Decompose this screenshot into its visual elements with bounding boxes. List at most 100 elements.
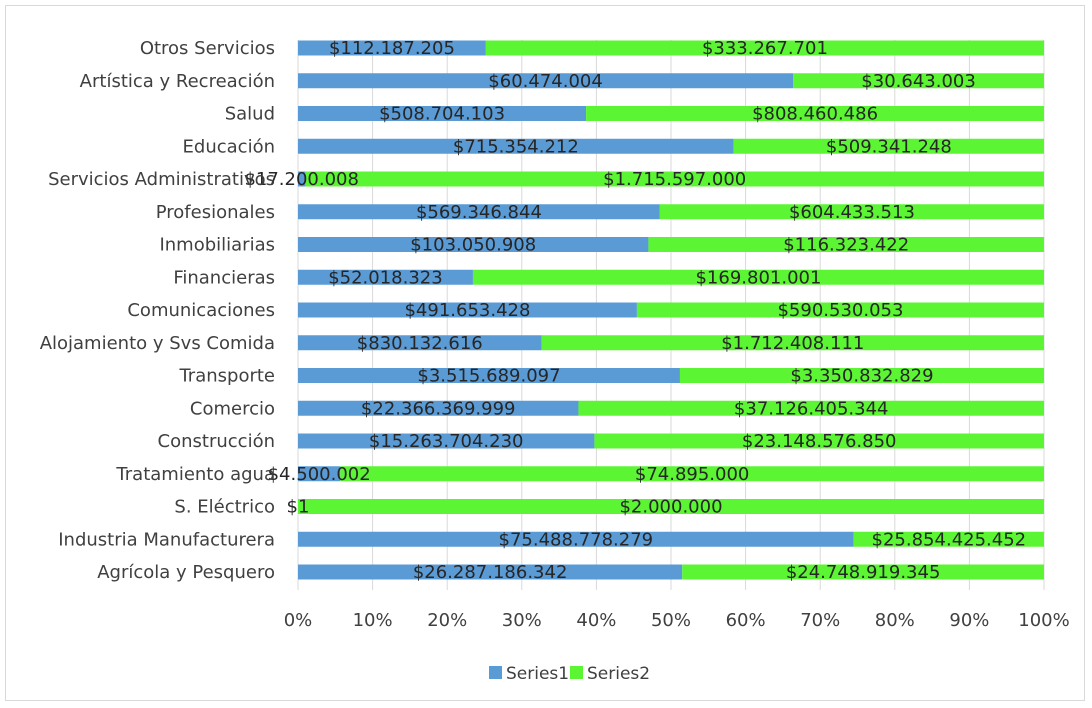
data-label-series1: $715.354.212 <box>453 136 579 157</box>
x-tick-label: 30% <box>502 610 542 631</box>
data-label-series1: $830.132.616 <box>357 333 483 354</box>
data-label-series2: $30.643.003 <box>861 71 976 92</box>
category-label: Construcción <box>158 431 275 452</box>
x-tick-label: 20% <box>427 610 467 631</box>
bar-series1[interactable] <box>298 531 854 547</box>
bars <box>298 40 1045 580</box>
value-axis-labels: 0% 10% 20% 30% 40% 50% 60% 70% 80% 90% 100% <box>284 610 1070 631</box>
bar-series1[interactable] <box>298 138 734 154</box>
category-label: Financieras <box>173 267 275 288</box>
category-label: Inmobiliarias <box>159 235 275 256</box>
data-label-series2: $1.712.408.111 <box>721 333 864 354</box>
data-label-series1: $75.488.778.279 <box>499 529 654 550</box>
x-tick-label: 80% <box>875 610 915 631</box>
x-tick-label: 90% <box>949 610 989 631</box>
category-label: S. Eléctrico <box>174 497 275 518</box>
bar-series2[interactable] <box>682 564 1044 580</box>
bar-series2[interactable] <box>541 335 1044 351</box>
bar-series1[interactable] <box>298 171 306 187</box>
legend-swatch-series1 <box>489 666 502 679</box>
bar-series2[interactable] <box>298 499 1044 514</box>
data-label-series1: $569.346.844 <box>416 202 542 223</box>
category-label: Otros Servicios <box>140 38 275 59</box>
category-label: Artística y Recreación <box>80 71 275 92</box>
data-label-series1: $17.200.008 <box>244 169 359 190</box>
category-label: Transporte <box>178 366 275 387</box>
x-tick-label: 60% <box>726 610 766 631</box>
bar-series1[interactable] <box>298 73 794 89</box>
category-label: Agrícola y Pesquero <box>97 562 275 583</box>
data-label-series2: $808.460.486 <box>752 104 878 125</box>
bar-series2[interactable] <box>793 73 1044 89</box>
bar-series2[interactable] <box>340 466 1044 482</box>
bar-series2[interactable] <box>853 531 1044 547</box>
data-label-series2: $23.148.576.850 <box>742 431 897 452</box>
bar-series2[interactable] <box>679 368 1044 383</box>
bar-series1[interactable] <box>298 466 341 482</box>
category-label: Comunicaciones <box>127 300 275 321</box>
data-label-series2: $590.530.053 <box>777 300 903 321</box>
x-tick-label: 40% <box>576 610 616 631</box>
category-label: Alojamiento y Svs Comida <box>40 333 275 354</box>
data-label-series2: $116.323.422 <box>783 235 909 256</box>
legend-label-series2: Series2 <box>587 664 650 684</box>
bar-series2[interactable] <box>586 106 1044 121</box>
category-label: Salud <box>225 104 275 125</box>
data-label-series2: $25.854.425.452 <box>872 529 1027 550</box>
bar-series2[interactable] <box>733 138 1044 154</box>
legend[interactable]: Series1 Series2 <box>489 664 650 684</box>
data-labels: $26.287.186.342 $24.748.919.345 $75.488.77… <box>244 38 1026 583</box>
data-label-series1: $3.515.689.097 <box>417 366 560 387</box>
x-tick-label: 100% <box>1018 610 1069 631</box>
bar-series1[interactable] <box>298 335 542 351</box>
x-tick-label: 50% <box>651 610 691 631</box>
bar-series2[interactable] <box>659 204 1044 220</box>
data-label-series1: $491.653.428 <box>404 300 530 321</box>
data-label-series1: $52.018.323 <box>328 267 443 288</box>
bar-series1[interactable] <box>298 204 660 220</box>
category-label: Tratamiento agua <box>115 464 275 485</box>
bar-series1[interactable] <box>298 269 473 285</box>
bar-series1[interactable] <box>298 40 486 56</box>
bar-series1[interactable] <box>298 106 587 121</box>
data-label-series2: $509.341.248 <box>826 136 952 157</box>
data-label-series2: $169.801.001 <box>695 267 821 288</box>
category-label: Industria Manufacturera <box>58 529 275 550</box>
data-label-series1: $15.263.704.230 <box>369 431 524 452</box>
bar-series2[interactable] <box>485 40 1045 56</box>
bar-series1[interactable] <box>298 302 637 318</box>
bar-series2[interactable] <box>472 269 1044 285</box>
legend-swatch-series2 <box>570 666 583 679</box>
bar-series2[interactable] <box>578 400 1044 416</box>
legend-label-series1: Series1 <box>506 664 569 684</box>
data-label-series2: $37.126.405.344 <box>734 398 889 419</box>
data-label-series2: $604.433.513 <box>789 202 915 223</box>
category-label: Educación <box>183 136 275 157</box>
data-label-series1: $103.050.908 <box>410 235 536 256</box>
bar-series2[interactable] <box>636 302 1044 318</box>
data-label-series1: $1 <box>287 497 310 518</box>
category-label: Profesionales <box>156 202 275 223</box>
bar-series2[interactable] <box>594 433 1044 449</box>
data-label-series2: $1.715.597.000 <box>603 169 746 190</box>
category-axis-labels: Agrícola y Pesquero Industria Manufacture… <box>40 38 275 583</box>
data-label-series1: $22.366.369.999 <box>361 398 516 419</box>
bar-series1[interactable] <box>298 237 649 252</box>
data-label-series1: $112.187.205 <box>329 38 455 59</box>
data-label-series1: $4.500.002 <box>268 464 371 485</box>
bar-series1[interactable] <box>298 368 680 383</box>
bar-series1[interactable] <box>298 400 579 416</box>
data-label-series1: $26.287.186.342 <box>413 562 568 583</box>
bar-series2[interactable] <box>648 237 1044 252</box>
category-label: Comercio <box>190 398 275 419</box>
data-label-series2: $3.350.832.829 <box>790 366 933 387</box>
data-label-series2: $24.748.919.345 <box>786 562 941 583</box>
data-label-series1: $508.704.103 <box>379 104 505 125</box>
x-tick-label: 70% <box>800 610 840 631</box>
bar-series1[interactable] <box>298 433 595 449</box>
data-label-series2: $333.267.701 <box>702 38 828 59</box>
bar-series1[interactable] <box>298 564 683 580</box>
category-label: Servicios Administrativos <box>48 169 275 190</box>
bar-series2[interactable] <box>305 171 1044 187</box>
